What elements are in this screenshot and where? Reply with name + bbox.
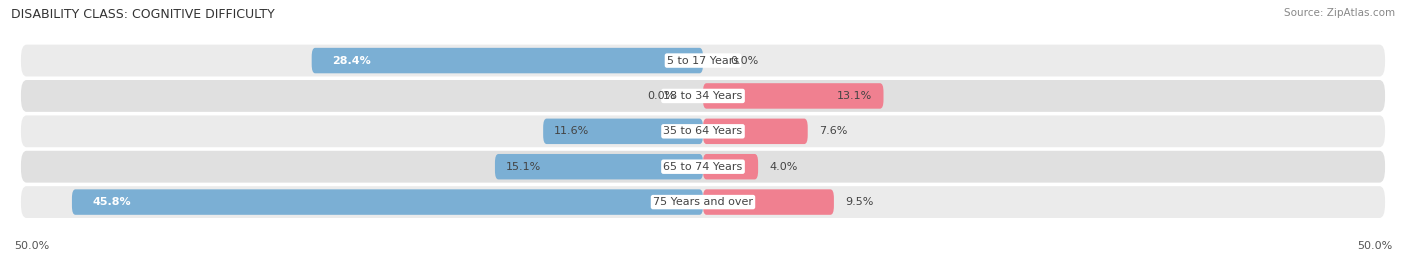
Text: 0.0%: 0.0% — [731, 55, 759, 66]
Text: 75 Years and over: 75 Years and over — [652, 197, 754, 207]
FancyBboxPatch shape — [21, 116, 1385, 147]
Text: 35 to 64 Years: 35 to 64 Years — [664, 126, 742, 136]
Text: 11.6%: 11.6% — [554, 126, 589, 136]
Text: 4.0%: 4.0% — [769, 162, 797, 172]
FancyBboxPatch shape — [21, 45, 1385, 76]
Text: Source: ZipAtlas.com: Source: ZipAtlas.com — [1284, 8, 1395, 18]
Text: 0.0%: 0.0% — [647, 91, 675, 101]
Text: 50.0%: 50.0% — [14, 241, 49, 251]
Text: 15.1%: 15.1% — [506, 162, 541, 172]
FancyBboxPatch shape — [21, 80, 1385, 112]
Text: 9.5%: 9.5% — [845, 197, 873, 207]
FancyBboxPatch shape — [312, 48, 703, 73]
Text: 28.4%: 28.4% — [332, 55, 371, 66]
FancyBboxPatch shape — [21, 151, 1385, 183]
FancyBboxPatch shape — [703, 189, 834, 215]
FancyBboxPatch shape — [72, 189, 703, 215]
FancyBboxPatch shape — [543, 118, 703, 144]
Text: 18 to 34 Years: 18 to 34 Years — [664, 91, 742, 101]
FancyBboxPatch shape — [703, 118, 807, 144]
Text: 65 to 74 Years: 65 to 74 Years — [664, 162, 742, 172]
Text: 50.0%: 50.0% — [1357, 241, 1392, 251]
FancyBboxPatch shape — [703, 83, 883, 109]
FancyBboxPatch shape — [703, 154, 758, 180]
Text: 5 to 17 Years: 5 to 17 Years — [666, 55, 740, 66]
Text: 13.1%: 13.1% — [837, 91, 873, 101]
Text: 7.6%: 7.6% — [818, 126, 848, 136]
FancyBboxPatch shape — [21, 186, 1385, 218]
FancyBboxPatch shape — [495, 154, 703, 180]
Text: DISABILITY CLASS: COGNITIVE DIFFICULTY: DISABILITY CLASS: COGNITIVE DIFFICULTY — [11, 8, 276, 21]
Text: 45.8%: 45.8% — [93, 197, 131, 207]
